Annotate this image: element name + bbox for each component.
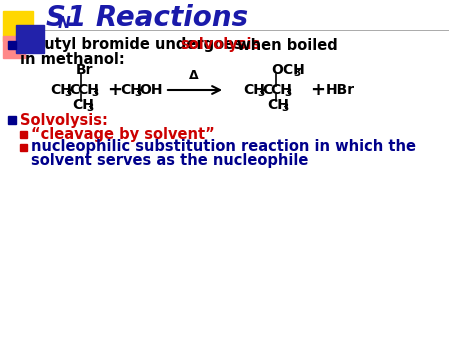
Text: Solvolysis:: Solvolysis:: [20, 113, 108, 127]
Bar: [16, 25, 44, 53]
Text: S: S: [46, 4, 66, 32]
Text: 3: 3: [293, 68, 300, 78]
Text: Δ: Δ: [189, 69, 199, 82]
Bar: [8, 116, 16, 124]
Text: CH: CH: [50, 83, 72, 97]
Text: C: C: [262, 83, 272, 97]
Text: CH: CH: [72, 98, 94, 112]
Text: 3: 3: [64, 88, 71, 98]
Text: 3: 3: [281, 103, 288, 113]
Text: 3: 3: [86, 103, 93, 113]
Text: 3: 3: [284, 88, 291, 98]
Text: CH: CH: [77, 83, 99, 97]
Bar: [20, 144, 27, 151]
Text: t-Butyl bromide undergoes: t-Butyl bromide undergoes: [20, 38, 248, 52]
Text: 3: 3: [134, 88, 141, 98]
Text: OH: OH: [139, 83, 162, 97]
Text: HBr: HBr: [326, 83, 355, 97]
Bar: [3, 36, 25, 58]
Text: 3: 3: [257, 88, 264, 98]
Text: 1 Reactions: 1 Reactions: [67, 4, 248, 32]
Text: C: C: [69, 83, 79, 97]
Text: +: +: [107, 81, 122, 99]
Text: CH: CH: [243, 83, 265, 97]
Bar: [3, 11, 33, 41]
Text: when boiled: when boiled: [232, 38, 338, 52]
Text: nucleophilic substitution reaction in which the: nucleophilic substitution reaction in wh…: [31, 140, 416, 154]
Text: “cleavage by solvent”: “cleavage by solvent”: [31, 126, 215, 142]
Text: +: +: [310, 81, 325, 99]
Text: solvolysis: solvolysis: [180, 38, 260, 52]
Bar: [20, 131, 27, 138]
Text: CH: CH: [267, 98, 289, 112]
Text: N: N: [58, 16, 71, 30]
Bar: [8, 41, 16, 49]
Text: Br: Br: [76, 63, 94, 77]
Text: solvent serves as the nucleophile: solvent serves as the nucleophile: [31, 152, 308, 168]
Text: CH: CH: [270, 83, 292, 97]
Text: CH: CH: [120, 83, 142, 97]
Text: OCH: OCH: [271, 63, 305, 77]
Text: 3: 3: [91, 88, 98, 98]
Text: in methanol:: in methanol:: [20, 51, 125, 67]
